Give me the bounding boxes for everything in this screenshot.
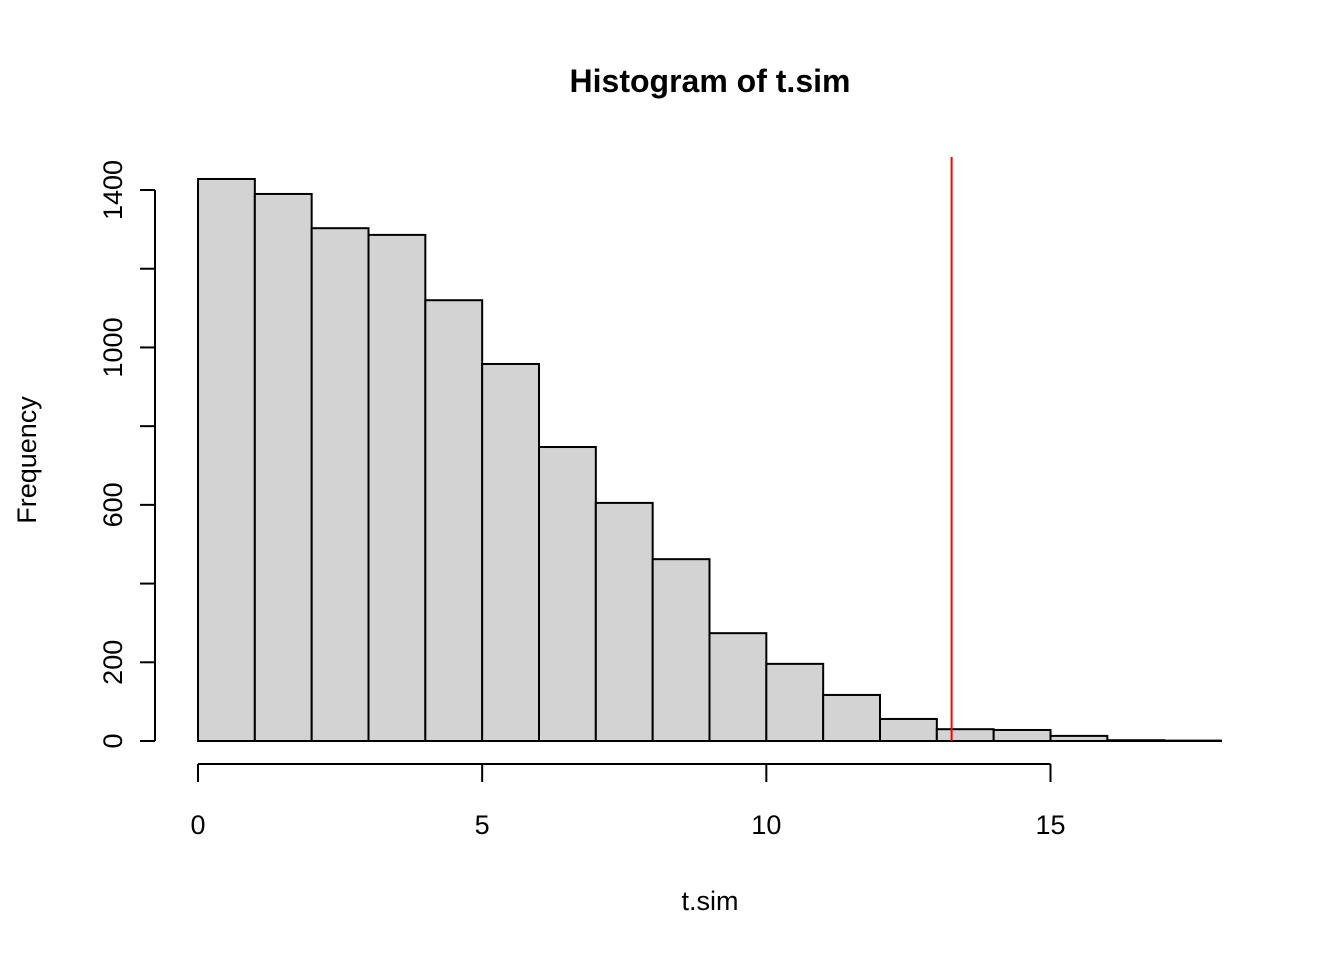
x-tick-label: 5	[475, 810, 490, 840]
bar	[823, 695, 880, 741]
bar	[653, 559, 710, 741]
y-tick-label: 0	[98, 733, 128, 748]
x-tick-label: 10	[751, 810, 781, 840]
bar	[255, 194, 312, 741]
bar	[880, 719, 937, 741]
x-tick-label: 0	[190, 810, 205, 840]
bar	[369, 235, 426, 741]
y-tick-label: 600	[98, 482, 128, 527]
chart-title: Histogram of t.sim	[570, 63, 851, 99]
bar	[425, 300, 482, 741]
bar	[937, 729, 994, 741]
bar	[312, 228, 369, 741]
y-axis-label: Frequency	[12, 396, 42, 524]
bar	[766, 664, 823, 741]
bar	[539, 447, 596, 741]
bar	[1051, 736, 1108, 741]
bar	[596, 503, 653, 741]
bar	[1107, 740, 1164, 741]
bar	[198, 179, 255, 741]
y-tick-label: 1000	[98, 317, 128, 377]
y-tick-label: 1400	[98, 160, 128, 220]
x-axis-label: t.sim	[682, 886, 739, 916]
bar	[994, 730, 1051, 741]
bar	[710, 633, 767, 741]
bar	[482, 364, 539, 741]
y-tick-label: 200	[98, 640, 128, 685]
x-tick-label: 15	[1035, 810, 1065, 840]
